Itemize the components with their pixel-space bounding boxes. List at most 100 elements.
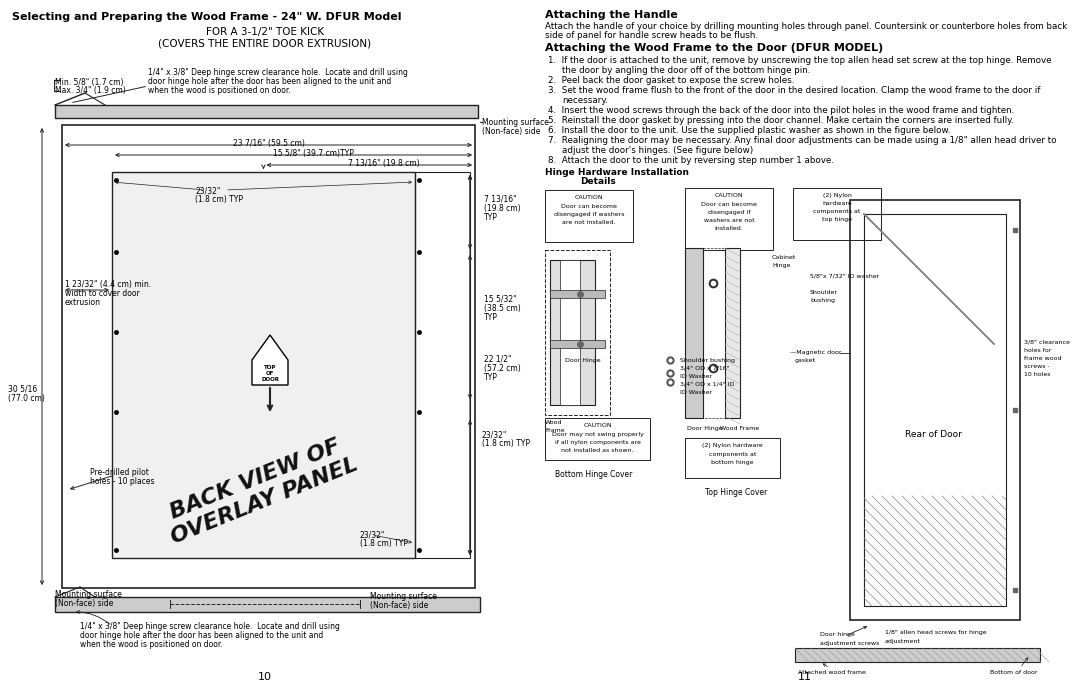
Text: (1.8 cm) TYP: (1.8 cm) TYP: [360, 539, 408, 548]
Text: CAUTION: CAUTION: [575, 195, 604, 200]
Text: adjustment screws: adjustment screws: [820, 641, 879, 646]
Text: 6.  Install the door to the unit. Use the supplied plastic washer as shown in th: 6. Install the door to the unit. Use the…: [548, 126, 950, 135]
Text: adjust the door's hinges. (See figure below): adjust the door's hinges. (See figure be…: [562, 146, 753, 155]
Text: Attached wood frame: Attached wood frame: [798, 670, 866, 675]
Bar: [793, 188, 881, 240]
Bar: [561, 260, 580, 405]
Text: 22 1/2": 22 1/2": [484, 355, 512, 364]
Text: 23/32": 23/32": [360, 530, 386, 539]
Text: Door may not swing properly: Door may not swing properly: [552, 432, 644, 437]
Bar: [550, 260, 595, 405]
Text: components at: components at: [708, 452, 756, 457]
Text: (2) Nylon: (2) Nylon: [823, 193, 851, 198]
Text: not installed as shown.: not installed as shown.: [562, 448, 634, 453]
Text: when the wood is positioned on door.: when the wood is positioned on door.: [148, 86, 291, 95]
Text: when the wood is positioned on door.: when the wood is positioned on door.: [80, 640, 222, 649]
Text: Max. 3/4" (1.9 cm): Max. 3/4" (1.9 cm): [55, 86, 125, 95]
Text: 15 5/8" (39.7 cm)TYP: 15 5/8" (39.7 cm)TYP: [273, 149, 354, 158]
Text: Shoulder bushing: Shoulder bushing: [680, 358, 735, 363]
Bar: [864, 214, 1005, 606]
Text: (38.5 cm): (38.5 cm): [484, 304, 521, 313]
Bar: [55, 597, 480, 612]
Text: Bottom of door: Bottom of door: [990, 670, 1038, 675]
Text: 4.  Insert the wood screws through the back of the door into the pilot holes in : 4. Insert the wood screws through the ba…: [548, 106, 1014, 115]
Text: Attaching the Wood Frame to the Door (DFUR MODEL): Attaching the Wood Frame to the Door (DF…: [545, 43, 883, 53]
Text: Wood: Wood: [545, 420, 563, 425]
Text: 1.  If the door is attached to the unit, remove by unscrewing the top allen head: 1. If the door is attached to the unit, …: [548, 56, 1052, 65]
Text: Wood Frame: Wood Frame: [720, 426, 759, 431]
Text: (77.0 cm): (77.0 cm): [8, 394, 45, 403]
Bar: [415, 172, 470, 558]
Text: 11: 11: [798, 672, 812, 682]
Text: washers are not: washers are not: [704, 218, 754, 223]
Bar: [703, 248, 725, 418]
Text: 7.  Realigning the door may be necessary. Any final door adjustments can be made: 7. Realigning the door may be necessary.…: [548, 136, 1056, 145]
Text: ID Washer: ID Washer: [680, 374, 712, 379]
Text: door hinge hole after the door has been aligned to the unit and: door hinge hole after the door has been …: [80, 631, 323, 640]
Text: frame wood: frame wood: [1024, 356, 1062, 361]
Text: (Non-face) side: (Non-face) side: [55, 599, 113, 608]
Text: 15 5/32": 15 5/32": [484, 295, 516, 304]
Text: if all nylon components are: if all nylon components are: [554, 440, 640, 445]
Text: 23 7/16" (59.5 cm): 23 7/16" (59.5 cm): [232, 139, 305, 148]
Text: 10: 10: [258, 672, 272, 682]
Text: gasket: gasket: [795, 358, 816, 363]
Bar: [62, 125, 475, 588]
Text: TYP: TYP: [484, 373, 498, 382]
Text: are not installed.: are not installed.: [563, 220, 616, 225]
Text: screws -: screws -: [1024, 364, 1050, 369]
Bar: [112, 172, 415, 558]
Text: TYP: TYP: [484, 213, 498, 222]
Text: 2.  Peel back the door gasket to expose the screw holes.: 2. Peel back the door gasket to expose t…: [548, 76, 795, 85]
Text: 7 13/16" (19.8 cm): 7 13/16" (19.8 cm): [349, 159, 420, 168]
Text: 5.  Reinstall the door gasket by pressing into the door channel. Make certain th: 5. Reinstall the door gasket by pressing…: [548, 116, 1014, 125]
Text: Cabinet: Cabinet: [772, 255, 796, 260]
Bar: [550, 340, 605, 348]
Text: (Non-face) side: (Non-face) side: [370, 601, 429, 610]
Text: (Non-face) side: (Non-face) side: [482, 127, 540, 136]
Text: FOR A 3-1/2" TOE KICK: FOR A 3-1/2" TOE KICK: [206, 27, 324, 37]
Text: TOP
OF
DOOR: TOP OF DOOR: [261, 365, 279, 382]
Text: installed.: installed.: [715, 226, 743, 231]
Bar: [725, 248, 740, 418]
Text: door hinge hole after the door has been aligned to the unit and: door hinge hole after the door has been …: [148, 77, 391, 86]
Text: 10 holes: 10 holes: [1024, 372, 1051, 377]
Text: (2) Nylon hardware: (2) Nylon hardware: [702, 443, 762, 448]
Text: Rear of Door: Rear of Door: [905, 430, 962, 439]
Text: 8.  Attach the door to the unit by reversing step number 1 above.: 8. Attach the door to the unit by revers…: [548, 156, 834, 165]
Text: (COVERS THE ENTIRE DOOR EXTRUSION): (COVERS THE ENTIRE DOOR EXTRUSION): [159, 38, 372, 48]
Polygon shape: [252, 335, 288, 385]
Text: bushing: bushing: [810, 298, 835, 303]
Text: Top Hinge Cover: Top Hinge Cover: [705, 488, 767, 497]
Bar: [550, 290, 605, 298]
Text: (1.8 cm) TYP: (1.8 cm) TYP: [195, 195, 243, 204]
Bar: [685, 438, 780, 478]
Text: (19.8 cm): (19.8 cm): [484, 204, 521, 213]
Text: bottom hinge: bottom hinge: [712, 460, 754, 465]
Bar: [795, 648, 1040, 662]
Text: disengaged if washers: disengaged if washers: [554, 212, 624, 217]
Text: 23/32": 23/32": [195, 186, 220, 195]
Text: 3/4" OD x 7/16": 3/4" OD x 7/16": [680, 366, 730, 371]
Text: Min. 5/8" (1.7 cm): Min. 5/8" (1.7 cm): [55, 78, 123, 87]
Text: BACK VIEW OF
OVERLAY PANEL: BACK VIEW OF OVERLAY PANEL: [159, 433, 361, 547]
Text: 1/4" x 3/8" Deep hinge screw clearance hole.  Locate and drill using: 1/4" x 3/8" Deep hinge screw clearance h…: [148, 68, 408, 77]
Text: the door by angling the door off of the bottom hinge pin.: the door by angling the door off of the …: [562, 66, 810, 75]
Text: holes - 10 places: holes - 10 places: [90, 477, 154, 486]
Bar: [55, 105, 478, 118]
Text: necessary.: necessary.: [562, 96, 608, 105]
Text: top hinge: top hinge: [822, 217, 852, 222]
Text: Mounting surface: Mounting surface: [482, 118, 549, 127]
Bar: [850, 200, 1020, 620]
Text: Frame: Frame: [545, 428, 565, 433]
Text: components at: components at: [813, 209, 861, 214]
Text: 7 13/16": 7 13/16": [484, 195, 516, 204]
Text: 1/8" allen head screws for hinge: 1/8" allen head screws for hinge: [885, 630, 987, 635]
Text: 23/32": 23/32": [482, 430, 508, 439]
Text: Shoulder: Shoulder: [810, 290, 838, 295]
Text: (57.2 cm): (57.2 cm): [484, 364, 521, 373]
Text: disengaged if: disengaged if: [707, 210, 751, 215]
Text: —Magnetic door: —Magnetic door: [789, 350, 841, 355]
Text: Mounting surface: Mounting surface: [370, 592, 437, 601]
Text: Door Hinge: Door Hinge: [687, 426, 723, 431]
